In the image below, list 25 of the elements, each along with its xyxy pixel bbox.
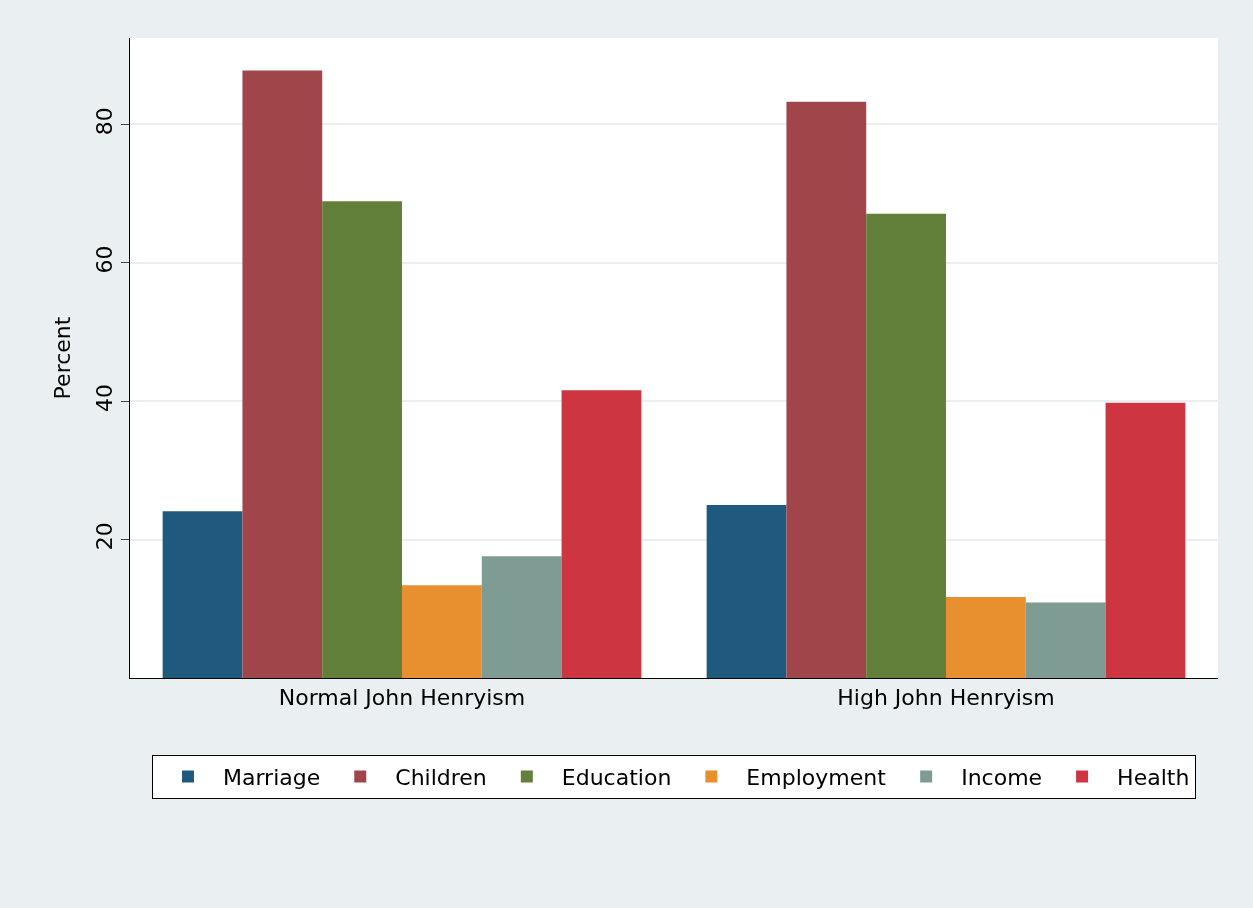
bar: [1025, 602, 1106, 678]
bar: [866, 213, 946, 678]
x-tick-label: High John Henryism: [837, 685, 1055, 711]
bar: [402, 585, 482, 678]
bar: [1105, 402, 1186, 678]
y-axis-title: Percent: [50, 316, 75, 400]
bar: [242, 70, 323, 678]
y-tick-label: 40: [92, 383, 118, 412]
y-tick-label: 80: [92, 107, 118, 136]
legend-label: Employment: [746, 765, 887, 791]
legend-label: Health: [1117, 765, 1190, 791]
bar: [322, 201, 402, 678]
legend-label: Children: [395, 765, 487, 791]
bar: [706, 505, 787, 678]
bar: [481, 556, 562, 678]
bar: [162, 511, 243, 678]
legend-label: Education: [561, 765, 672, 791]
bar: [786, 101, 867, 678]
x-tick-label: Normal John Henryism: [278, 685, 526, 711]
y-tick-label: 60: [92, 245, 118, 274]
bar: [561, 390, 642, 678]
y-tick-label: 20: [92, 522, 118, 551]
legend-label: Income: [961, 765, 1043, 791]
bar: [946, 597, 1026, 678]
legend-label: Marriage: [223, 765, 321, 791]
